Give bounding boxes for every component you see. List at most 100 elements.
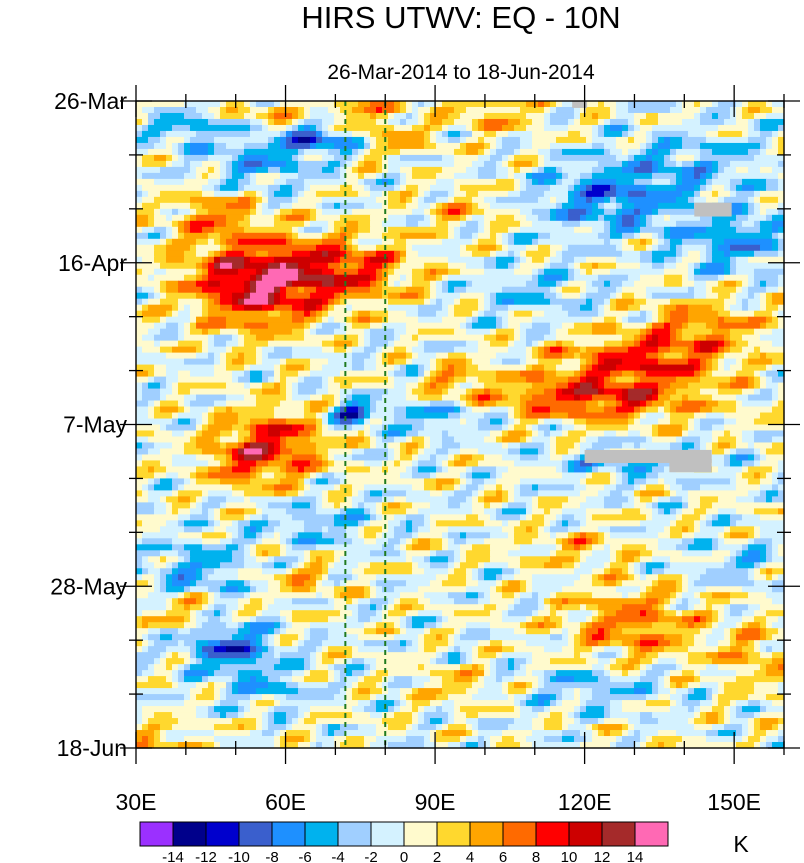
field-cell <box>442 166 467 174</box>
field-cell <box>778 274 785 282</box>
field-cell <box>394 712 413 719</box>
field-cell <box>334 580 341 587</box>
field-cell <box>274 346 293 354</box>
field-cell <box>712 622 719 629</box>
field-cell <box>640 670 647 677</box>
field-cell <box>616 376 635 384</box>
field-cell <box>268 352 293 360</box>
field-cell <box>154 406 161 414</box>
field-cell <box>484 160 497 168</box>
field-cell <box>526 334 545 342</box>
field-cell <box>178 412 203 420</box>
field-cell <box>778 682 785 689</box>
field-cell <box>142 640 149 647</box>
field-cell <box>202 610 215 617</box>
field-cell <box>466 358 473 366</box>
field-cell <box>406 550 431 557</box>
field-cell <box>256 700 275 707</box>
field-cell <box>598 640 611 647</box>
field-cell <box>718 616 725 623</box>
field-cell <box>202 412 209 420</box>
field-cell <box>448 544 461 551</box>
field-cell <box>778 472 785 480</box>
field-cell <box>412 532 419 539</box>
field-cell <box>274 334 305 342</box>
field-cell <box>136 160 143 168</box>
field-cell <box>304 364 311 372</box>
field-cell <box>598 490 611 497</box>
field-cell <box>418 376 425 384</box>
field-cell <box>166 394 185 402</box>
field-cell <box>496 262 509 270</box>
field-cell <box>232 556 245 563</box>
field-cell <box>310 430 317 438</box>
field-cell <box>322 280 335 288</box>
field-cell <box>292 574 311 581</box>
field-cell <box>520 400 527 408</box>
field-cell <box>340 406 347 414</box>
field-cell <box>652 316 659 324</box>
field-cell <box>676 436 683 444</box>
field-cell <box>526 340 533 348</box>
field-cell <box>616 478 623 486</box>
field-cell <box>694 622 707 629</box>
field-cell <box>466 406 473 414</box>
field-cell <box>574 352 581 360</box>
field-cell <box>292 562 299 569</box>
field-cell <box>736 112 743 120</box>
field-cell <box>712 706 725 713</box>
field-cell <box>490 394 503 402</box>
field-cell <box>382 514 395 521</box>
field-cell <box>778 202 785 210</box>
field-cell <box>220 262 233 270</box>
field-cell <box>736 418 755 426</box>
field-cell <box>718 664 761 671</box>
field-cell <box>538 358 563 366</box>
field-cell <box>706 364 713 372</box>
field-cell <box>724 268 731 276</box>
field-cell <box>514 268 533 276</box>
field-cell <box>574 532 581 539</box>
field-cell <box>532 208 551 216</box>
field-cell <box>538 682 545 689</box>
field-cell <box>370 694 377 701</box>
field-cell <box>280 184 293 192</box>
field-cell <box>724 166 737 174</box>
field-cell <box>778 544 785 551</box>
field-cell <box>322 418 329 426</box>
field-cell <box>370 604 377 611</box>
field-cell <box>610 304 617 312</box>
field-cell <box>622 208 635 216</box>
field-cell <box>640 412 647 420</box>
field-cell <box>700 712 707 719</box>
field-cell <box>574 634 581 641</box>
field-cell <box>640 208 653 216</box>
field-cell <box>370 334 395 342</box>
field-cell <box>412 622 425 629</box>
field-cell <box>358 610 377 617</box>
field-cell <box>208 466 221 474</box>
field-cell <box>496 316 503 324</box>
field-cell <box>172 682 179 689</box>
field-cell <box>562 586 617 593</box>
field-cell <box>460 250 473 258</box>
field-cell <box>430 292 437 300</box>
field-cell <box>556 694 563 701</box>
field-cell <box>316 190 359 198</box>
field-cell <box>562 280 569 288</box>
field-cell <box>310 574 317 581</box>
field-cell <box>448 616 503 623</box>
field-cell <box>724 718 731 725</box>
field-cell <box>190 148 209 156</box>
field-cell <box>232 292 245 300</box>
field-cell <box>280 101 335 108</box>
field-cell <box>220 304 233 312</box>
field-cell <box>616 214 623 222</box>
field-cell <box>466 262 485 270</box>
field-cell <box>244 442 251 450</box>
field-cell <box>190 244 197 252</box>
field-cell <box>454 646 461 653</box>
field-cell <box>556 424 563 432</box>
field-cell <box>154 274 185 282</box>
field-cell <box>520 418 539 426</box>
